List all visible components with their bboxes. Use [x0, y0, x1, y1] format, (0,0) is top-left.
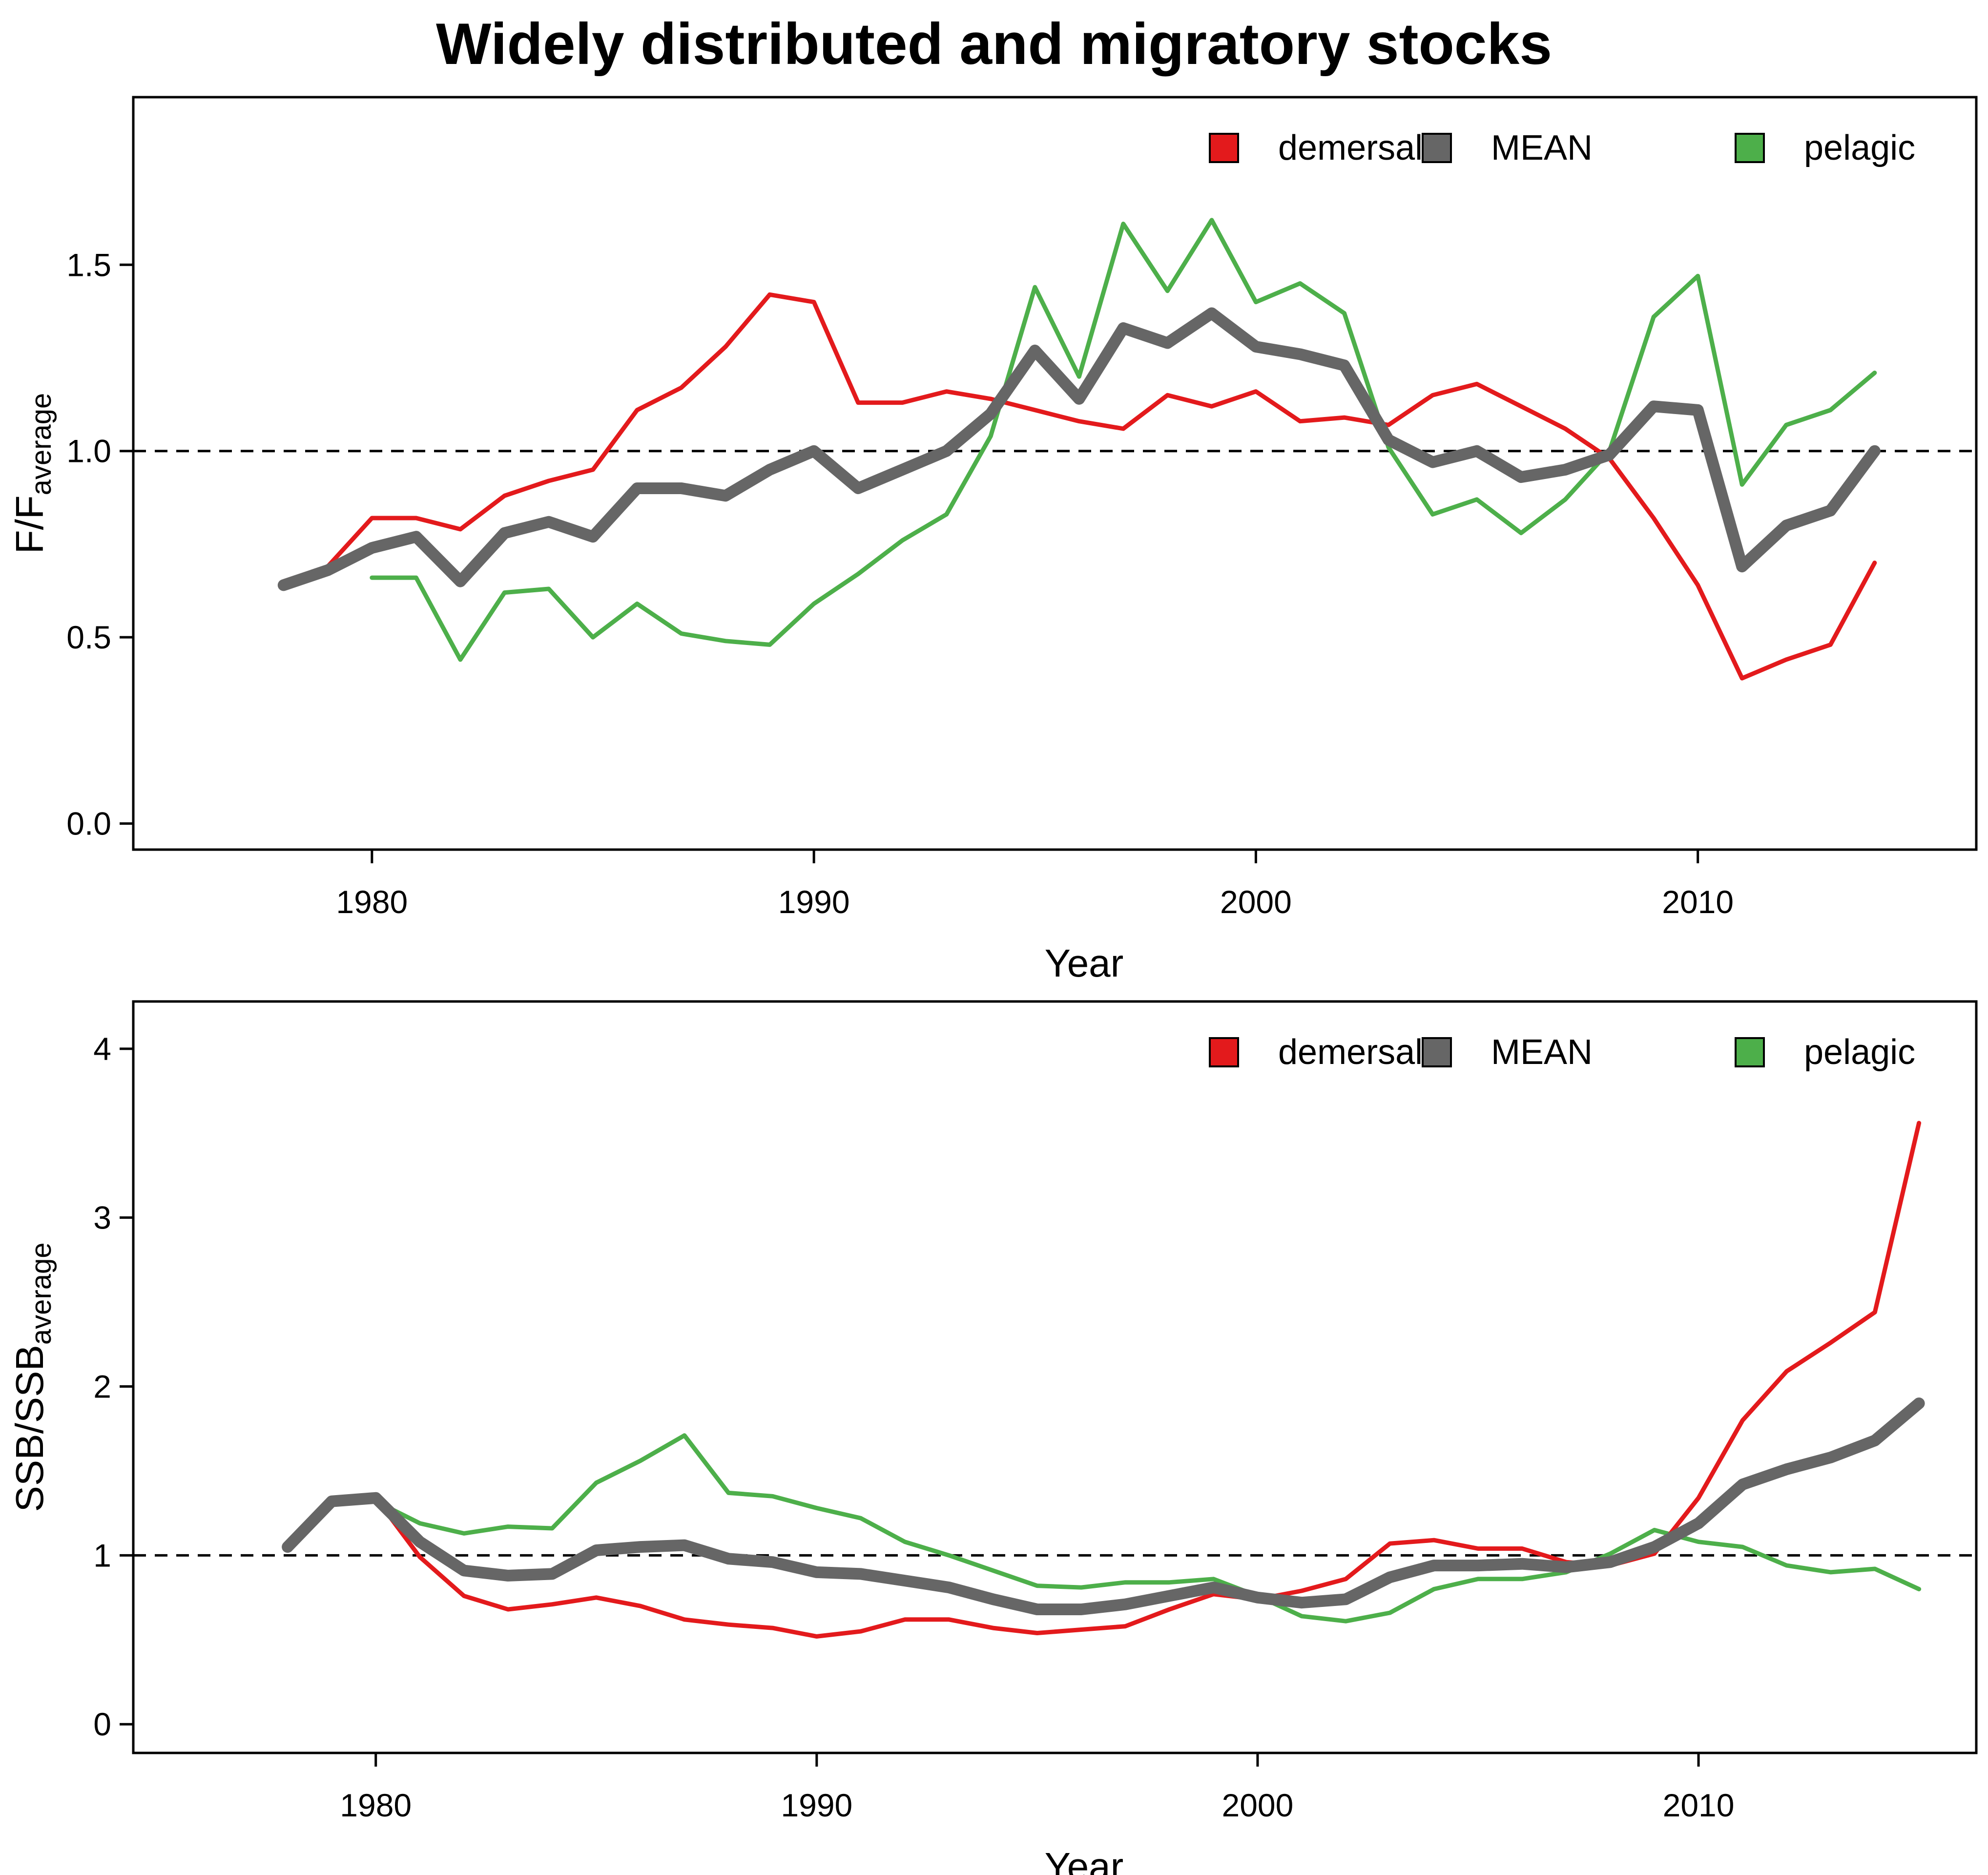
legend-label-pelagic: pelagic: [1804, 128, 1915, 167]
legend-label-demersal: demersal: [1278, 128, 1423, 167]
y-tick-label: 3: [93, 1200, 111, 1236]
legend-label-demersal: demersal: [1278, 1033, 1423, 1072]
x-tick-label: 1980: [340, 1787, 412, 1823]
legend-swatch-demersal: [1209, 133, 1239, 163]
y-axis-label-subscript: average: [25, 393, 57, 496]
x-tick-label: 1990: [781, 1787, 852, 1823]
series-line-demersal: [285, 1121, 1922, 1639]
y-axis-label-subscript: average: [25, 1243, 57, 1345]
y-axis-label-main: F/F: [8, 495, 51, 554]
y-tick-label: 4: [93, 1031, 111, 1067]
y-tick-label: 0.5: [66, 619, 111, 655]
legend-swatch-mean: [1422, 133, 1452, 163]
legend-swatch-demersal: [1209, 1037, 1239, 1067]
y-axis-label: SSB/SSBaverage: [8, 1243, 57, 1512]
legend-label-mean: MEAN: [1491, 128, 1593, 167]
y-axis-label-main: SSB/SSB: [8, 1345, 51, 1512]
y-axis-label: F/Faverage: [8, 393, 57, 554]
x-tick-label: 2010: [1662, 884, 1734, 920]
plot-frame: [132, 96, 1978, 851]
x-axis-label: Year: [1045, 941, 1124, 985]
x-tick-label: 2010: [1663, 1787, 1735, 1823]
plot-frame: [132, 1000, 1978, 1754]
legend-label-mean: MEAN: [1491, 1033, 1593, 1072]
y-tick-label: 0.0: [66, 806, 111, 842]
panel-spawning-stock-biomass: 1980 1990 2000 2010 0 1 2 3 4 Year SSB/SSBaverage d…: [8, 1000, 1978, 1875]
y-tick-label: 1.5: [66, 247, 111, 283]
legend-swatch-mean: [1422, 1037, 1452, 1067]
series-line-mean: [282, 1397, 1925, 1615]
x-axis-label: Year: [1045, 1845, 1124, 1875]
series-line-pelagic: [370, 218, 1877, 662]
series-line-pelagic: [373, 1433, 1922, 1624]
y-tick-label: 2: [93, 1369, 111, 1405]
x-tick-label: 1980: [336, 884, 408, 920]
legend-swatch-pelagic: [1735, 133, 1765, 163]
y-tick-label: 0: [93, 1706, 111, 1742]
x-tick-label: 2000: [1220, 884, 1292, 920]
chart-title: Widely distributed and migratory stocks: [435, 11, 1553, 77]
y-tick-label: 1: [93, 1537, 111, 1573]
x-tick-label: 2000: [1222, 1787, 1294, 1823]
series-line-demersal: [281, 292, 1877, 681]
panel-fishing-mortality: 1980 1990 2000 2010 0.0 0.5 1.0 1.5 Year F/Favera…: [8, 96, 1978, 985]
legend-swatch-pelagic: [1735, 1037, 1765, 1067]
series-line-mean: [277, 307, 1881, 591]
legend-label-pelagic: pelagic: [1804, 1033, 1915, 1072]
y-tick-label: 1.0: [66, 433, 111, 469]
x-tick-label: 1990: [778, 884, 850, 920]
